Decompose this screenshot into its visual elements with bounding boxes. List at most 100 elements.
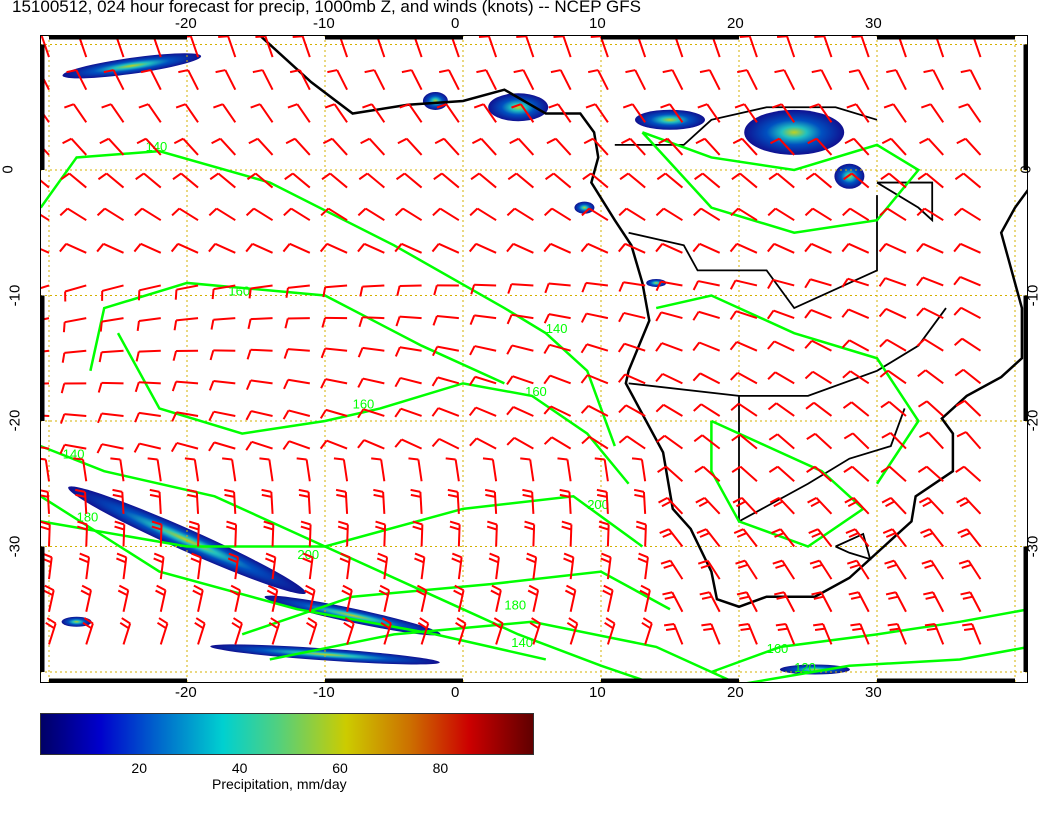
wind-barb — [40, 247, 50, 254]
wind-barb — [879, 369, 907, 385]
wind-barb — [585, 103, 609, 123]
wind-barb — [804, 370, 832, 385]
wind-barb — [734, 103, 758, 123]
wind-barb — [268, 617, 281, 645]
wind-barb — [59, 443, 87, 455]
wind-barb — [581, 281, 609, 293]
wind-barb — [548, 103, 572, 123]
wind-barb — [375, 520, 387, 547]
wind-barb — [916, 242, 944, 254]
wind-barb — [231, 617, 243, 645]
lon-tick-top: 10 — [589, 15, 606, 32]
wind-barb — [64, 284, 87, 302]
wind-barb — [394, 242, 423, 254]
wind-barb — [60, 413, 87, 424]
wind-barb — [80, 584, 92, 612]
lon-tick-top: 0 — [451, 15, 460, 32]
wind-barb — [550, 69, 572, 91]
wind-barb — [173, 317, 199, 331]
precip-area — [744, 109, 845, 155]
wind-barb — [618, 404, 646, 417]
wind-barb — [635, 520, 647, 547]
wind-barb — [655, 311, 683, 322]
wind-barb — [138, 103, 162, 123]
wind-barb — [319, 439, 348, 450]
wind-barb — [285, 284, 310, 298]
wind-barb — [178, 69, 199, 91]
wind-barb — [655, 242, 683, 254]
wind-barb — [362, 103, 386, 123]
wind-barb — [807, 496, 833, 515]
wind-barb — [956, 431, 982, 450]
wind-barb — [263, 520, 275, 547]
wind-barb — [172, 172, 199, 189]
wind-barb — [324, 103, 348, 123]
wind-barb — [807, 137, 833, 156]
wind-barb — [767, 278, 795, 290]
wind-barb — [304, 584, 316, 612]
wind-barb — [659, 528, 684, 548]
wind-barb — [692, 310, 720, 321]
wind-barb — [245, 440, 273, 451]
wind-barb — [580, 343, 609, 354]
wind-barb — [697, 559, 721, 580]
wind-barb — [844, 496, 870, 515]
wind-barb — [618, 311, 646, 323]
wind-barb — [432, 207, 460, 222]
wind-barb — [506, 242, 534, 254]
wind-barb — [920, 528, 945, 548]
wind-barb — [846, 559, 870, 580]
wind-barb — [399, 103, 423, 123]
wind-barb — [656, 172, 684, 189]
wind-barb — [916, 338, 944, 352]
wind-barb — [766, 309, 795, 320]
wind-barb — [507, 283, 534, 294]
wind-barb — [482, 457, 498, 482]
precip-area — [62, 53, 202, 79]
wind-barb — [525, 552, 538, 580]
wind-barb — [394, 407, 422, 418]
wind-barb — [135, 172, 162, 189]
wind-barb — [692, 341, 721, 352]
wind-barb — [733, 528, 758, 548]
wind-barb — [449, 520, 461, 547]
wind-barb — [40, 414, 50, 417]
height-contour — [241, 570, 671, 636]
wind-barb — [522, 488, 535, 514]
wind-barb — [172, 349, 199, 361]
wind-barb — [40, 178, 50, 189]
wind-barb — [470, 283, 497, 295]
wind-barb — [887, 623, 907, 645]
wind-barb — [843, 432, 870, 450]
wind-barb — [881, 432, 907, 450]
wind-barb — [886, 69, 907, 91]
wind-barb — [305, 617, 318, 645]
wind-barb — [432, 315, 459, 326]
wind-barb — [417, 617, 430, 645]
wind-barb — [543, 242, 572, 254]
wind-barb — [954, 172, 982, 189]
wind-barb — [767, 242, 795, 254]
wind-barb — [222, 457, 237, 482]
wind-barb — [401, 69, 423, 91]
wind-barb — [414, 552, 426, 580]
wind-barb — [246, 172, 274, 189]
country-border — [628, 307, 947, 397]
wind-barb — [954, 368, 982, 385]
wind-barb — [358, 172, 385, 189]
wind-barb — [774, 69, 796, 91]
wind-barb — [282, 409, 311, 420]
wind-barb — [693, 403, 721, 417]
wind-barb — [841, 308, 870, 320]
wind-barb — [327, 69, 348, 91]
wind-barb — [658, 496, 684, 515]
wind-barb — [396, 284, 422, 296]
wind-barb — [410, 488, 423, 514]
contour-label: 160 — [767, 641, 789, 656]
wind-barb — [103, 69, 125, 91]
wind-barb — [693, 207, 721, 222]
wind-barb — [620, 137, 646, 156]
contour-label: 160 — [228, 284, 250, 299]
wind-barb — [319, 242, 348, 254]
wind-barb — [357, 207, 385, 222]
